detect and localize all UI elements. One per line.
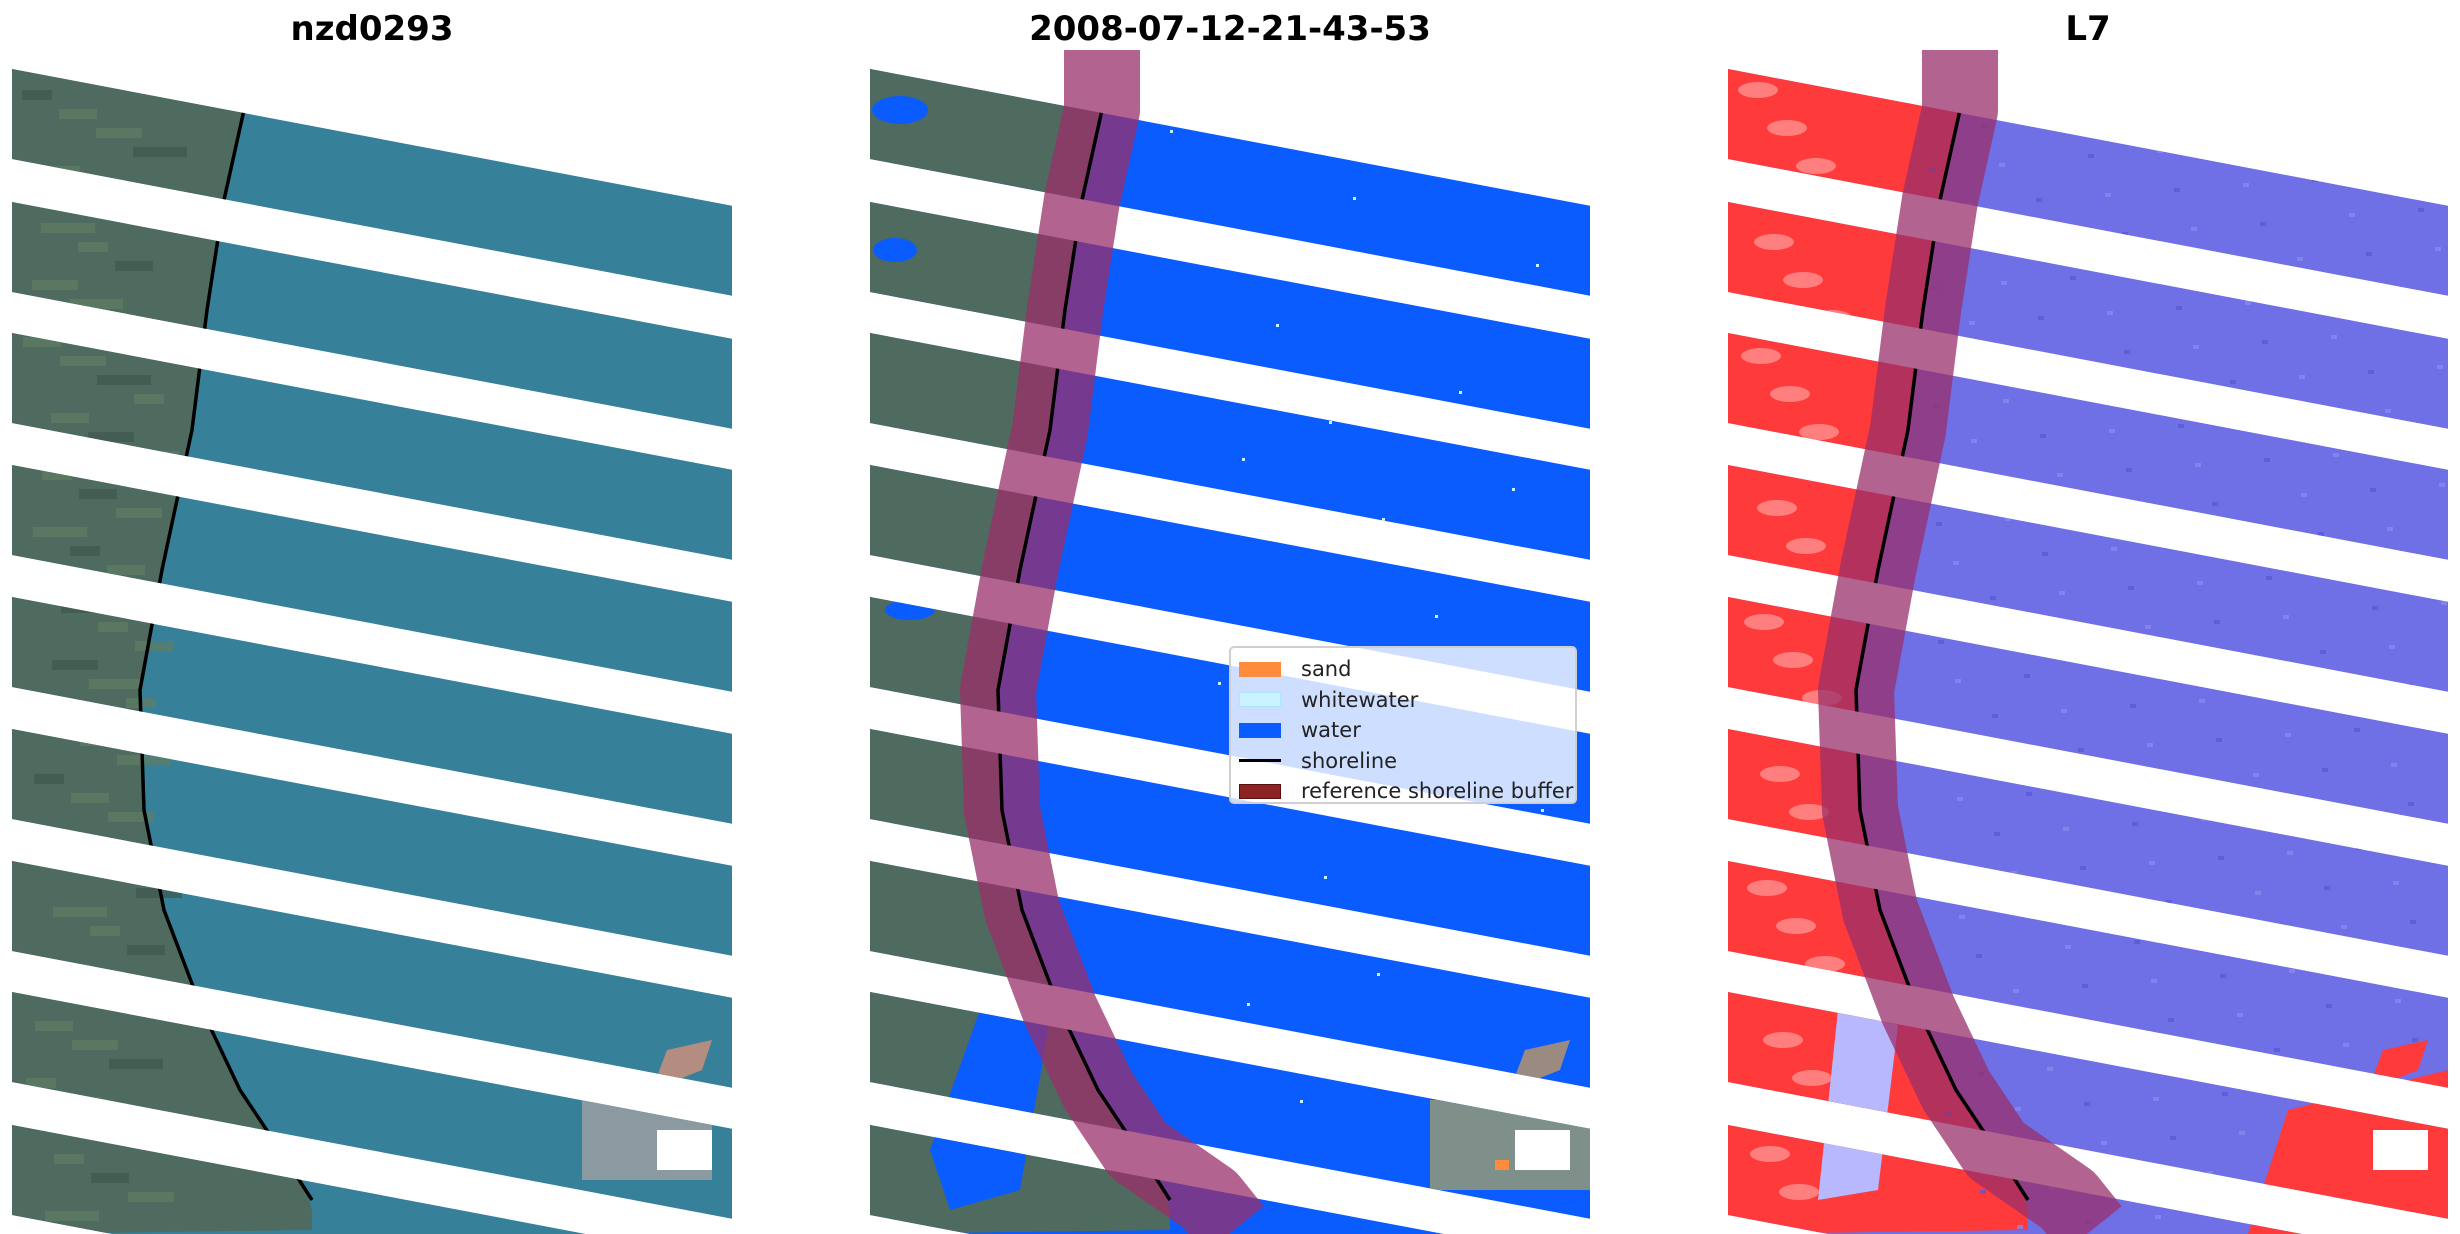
legend: sand whitewater water shoreline referenc… <box>1229 646 1577 804</box>
panel-title-index: L7 <box>2065 9 2111 49</box>
legend-swatch-water <box>1239 722 1281 738</box>
legend-label-sand: sand <box>1301 657 1352 682</box>
legend-item-water: water <box>1239 715 1575 746</box>
legend-item-reference-shoreline-buffer: reference shoreline buffer <box>1239 776 1575 807</box>
panel-title-rgb: nzd0293 <box>290 9 454 49</box>
classified-image <box>870 50 1590 1234</box>
legend-label-whitewater: whitewater <box>1301 687 1419 712</box>
rgb-satellite-image <box>12 69 732 1234</box>
legend-label-water: water <box>1301 718 1361 743</box>
water-index-image <box>1728 50 2448 1234</box>
legend-item-shoreline: shoreline <box>1239 746 1575 777</box>
legend-line-shoreline <box>1239 759 1281 763</box>
legend-label-shoreline: shoreline <box>1301 748 1398 773</box>
legend-item-sand: sand <box>1239 654 1575 685</box>
legend-swatch-reference-shoreline-buffer <box>1239 783 1281 799</box>
legend-swatch-sand <box>1239 661 1281 677</box>
panel-title-classification: 2008-07-12-21-43-53 <box>1029 9 1431 49</box>
legend-label-reference-shoreline-buffer: reference shoreline buffer <box>1301 779 1574 804</box>
legend-item-whitewater: whitewater <box>1239 685 1575 716</box>
legend-swatch-whitewater <box>1239 692 1281 708</box>
